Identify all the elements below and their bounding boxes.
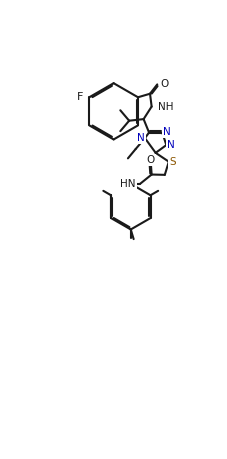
Text: O: O — [146, 155, 154, 165]
Text: HN: HN — [119, 179, 135, 189]
Text: S: S — [169, 157, 175, 167]
Text: F: F — [77, 92, 83, 102]
Text: NH: NH — [157, 101, 173, 112]
Text: N: N — [136, 133, 144, 143]
Text: N: N — [167, 140, 174, 151]
Text: N: N — [162, 127, 170, 137]
Text: O: O — [159, 78, 168, 89]
